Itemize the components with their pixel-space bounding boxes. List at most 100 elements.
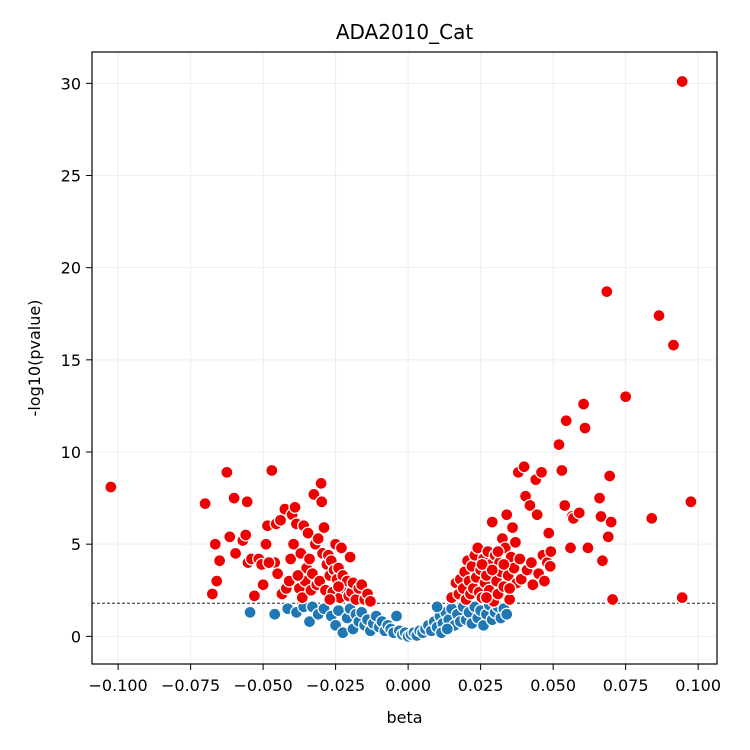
significant-point [530,508,544,522]
significant-point [523,498,537,513]
significant-point [604,515,618,529]
significant-point [288,500,302,514]
significant-point [363,594,378,608]
x-tick-label: −0.075 [161,676,220,695]
significant-point [578,421,592,435]
significant-point [542,526,556,540]
non-significant-point [243,605,257,620]
significant-point [581,541,595,555]
significant-point [262,555,276,570]
x-tick-label: 0.075 [603,676,649,695]
significant-point [343,550,357,564]
non-significant-point [440,622,454,636]
significant-point [497,557,511,572]
significant-point [311,532,325,546]
plot-frame [91,51,718,665]
significant-point [240,495,254,509]
y-tick-label: 20 [61,259,81,278]
significant-point [666,338,681,352]
significant-point [543,559,557,573]
significant-point [227,491,241,505]
significant-point [603,469,617,483]
significant-point [104,480,118,494]
significant-point [291,568,305,583]
significant-point [220,465,234,479]
significant-point [594,509,608,524]
significant-point [301,526,315,540]
y-tick-label: 30 [61,74,81,93]
significant-point [475,557,489,572]
x-tick-label: 0.050 [530,676,576,695]
significant-point [544,544,558,559]
significant-point [198,496,212,511]
y-axis-label: -log10(pvalue) [25,300,44,417]
significant-point [600,284,614,299]
significant-point [618,390,633,404]
significant-point [675,74,689,89]
significant-point [508,535,523,549]
x-axis-label: beta [386,708,422,727]
significant-point [558,498,572,513]
significant-point [265,463,279,478]
significant-point [595,554,610,568]
significant-point [572,506,586,520]
non-significant-point [268,607,282,621]
significant-point [314,476,328,490]
significant-point [317,520,331,535]
y-axis-ticks: 0 5 10 15 20 25 30 [61,74,92,646]
significant-point [210,574,224,588]
significant-point [485,563,499,577]
significant-point [534,465,549,479]
significant-point [537,574,552,588]
y-tick-label: 0 [71,627,81,646]
non-significant-point [430,600,444,614]
significant-point [223,530,237,544]
significant-point [485,515,499,529]
y-tick-label: 10 [61,443,81,462]
significant-point [605,592,620,607]
significant-point [479,590,494,605]
significant-point [256,578,270,592]
significant-point [500,508,514,522]
significant-point [247,589,262,603]
x-tick-label: 0.100 [675,676,721,695]
significant-point [273,513,288,527]
y-tick-label: 5 [71,535,81,554]
significant-point [652,308,666,323]
x-tick-label: −0.100 [88,676,147,695]
x-tick-label: 0.000 [385,676,431,695]
significant-point [563,541,578,555]
significant-point [505,520,520,535]
significant-point [334,541,349,555]
significant-point [645,511,659,526]
significant-point [552,437,566,452]
significant-point [526,578,540,592]
significant-point [208,537,222,551]
significant-point [228,546,243,561]
significant-point [502,581,517,596]
y-tick-label: 15 [61,351,81,370]
significant-point [205,587,220,601]
significant-point [315,495,329,509]
significant-point [555,463,569,478]
significant-point [295,590,309,605]
significant-point [259,537,273,551]
data-points [104,74,698,643]
x-tick-label: −0.025 [306,676,365,695]
non-significant-point [500,607,514,621]
x-axis-ticks: −0.100 −0.075 −0.050 −0.025 0.000 0.025 0.050 0… [88,664,721,695]
x-tick-label: 0.025 [458,676,504,695]
x-tick-label: −0.050 [234,676,293,695]
significant-point [286,537,301,551]
significant-point [684,495,698,509]
significant-point [502,592,517,607]
significant-point [284,552,298,566]
non-significant-point [302,614,317,629]
significant-point [270,567,285,581]
significant-point [212,554,227,568]
significant-point [302,552,317,566]
significant-point [675,590,689,605]
chart-title: ADA2010_Cat [336,20,474,44]
